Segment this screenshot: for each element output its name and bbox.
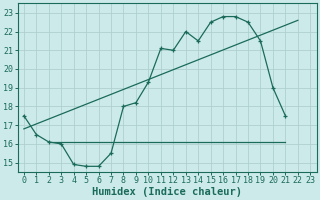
- X-axis label: Humidex (Indice chaleur): Humidex (Indice chaleur): [92, 186, 242, 197]
